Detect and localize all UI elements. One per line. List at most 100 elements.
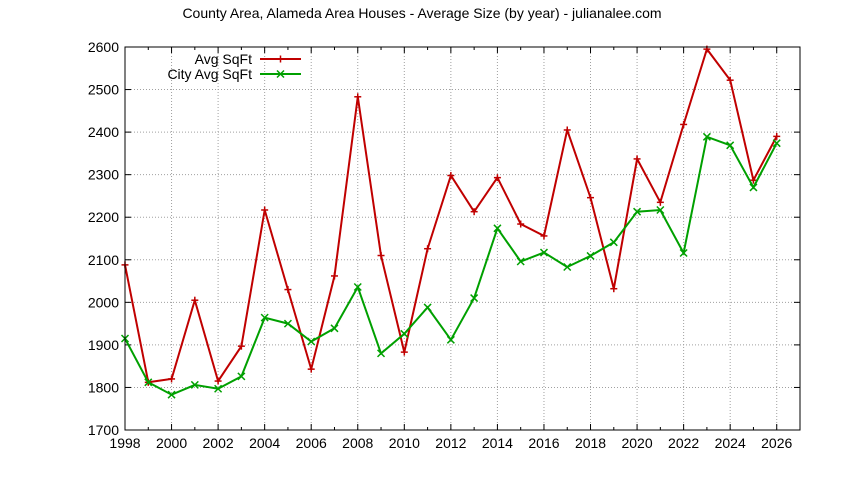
point-avg-sqft: [540, 232, 548, 240]
x-tick-label: 2022: [668, 435, 699, 451]
point-city-avg-sqft-d2: [516, 257, 525, 266]
point-city-avg-sqft: [190, 380, 199, 389]
point-city-avg-sqft: [283, 319, 292, 328]
point-city-avg-sqft: [470, 294, 479, 303]
point-city-avg-sqft-d2: [330, 324, 339, 333]
point-avg-sqft: [656, 198, 664, 206]
point-city-avg-sqft-d2: [167, 390, 176, 399]
point-city-avg-sqft: [563, 262, 572, 272]
point-city-avg-sqft: [609, 238, 618, 247]
point-city-avg-sqft-d2: [144, 378, 153, 387]
point-city-avg-sqft: [749, 183, 758, 192]
point-city-avg-sqft-d2: [772, 139, 781, 148]
point-city-avg-sqft: [586, 251, 595, 260]
x-tick-label: 2020: [621, 435, 652, 451]
point-avg-sqft: [284, 286, 292, 294]
point-avg-sqft: [237, 342, 245, 350]
point-city-avg-sqft: [330, 324, 339, 333]
x-tick-label: 2010: [389, 435, 420, 451]
point-avg-sqft: [470, 208, 478, 216]
x-tick-label: 2014: [482, 435, 513, 451]
x-tick-label: 2024: [715, 435, 746, 451]
point-city-avg-sqft-d2: [702, 132, 711, 141]
legend-marker-avg-sqft: [277, 55, 284, 63]
series-city-avg-sqft: [120, 132, 781, 399]
point-avg-sqft: [633, 155, 641, 163]
point-city-avg-sqft: [423, 303, 432, 312]
point-city-avg-sqft-d2: [446, 335, 455, 344]
point-city-avg-sqft-d2: [470, 294, 479, 303]
point-avg-sqft: [563, 126, 571, 134]
point-city-avg-sqft-d2: [190, 380, 199, 389]
x-tick-label: 2026: [761, 435, 792, 451]
point-city-avg-sqft-d2: [214, 384, 223, 393]
point-avg-sqft: [377, 252, 385, 260]
point-city-avg-sqft-d2: [563, 262, 572, 272]
point-city-avg-sqft-d2: [307, 337, 316, 346]
point-city-avg-sqft-d2: [423, 303, 432, 312]
x-tick-label: 2000: [156, 435, 187, 451]
point-avg-sqft: [307, 365, 315, 373]
x-tick-label: 1998: [109, 435, 140, 451]
legend-label-city-avg-sqft: City Avg SqFt: [167, 66, 252, 82]
legend-marker-city-avg-sqft-d2: [276, 69, 285, 79]
point-avg-sqft: [493, 174, 501, 182]
point-city-avg-sqft: [377, 349, 386, 358]
point-city-avg-sqft-d2: [679, 248, 688, 257]
point-avg-sqft: [517, 220, 525, 228]
point-city-avg-sqft: [656, 205, 665, 215]
point-avg-sqft: [610, 285, 618, 293]
x-tick-label: 2018: [575, 435, 606, 451]
point-city-avg-sqft-d2: [726, 141, 735, 150]
point-city-avg-sqft: [307, 337, 316, 346]
point-city-avg-sqft-d2: [260, 313, 269, 322]
point-city-avg-sqft-d2: [633, 207, 642, 216]
x-tick-label: 2008: [342, 435, 373, 451]
point-city-avg-sqft-d2: [656, 205, 665, 215]
point-avg-sqft: [214, 377, 222, 385]
point-avg-sqft: [726, 76, 734, 84]
y-tick-label: 2500: [88, 82, 119, 98]
point-city-avg-sqft-d2: [586, 251, 595, 260]
y-tick-label: 2600: [88, 39, 119, 55]
point-city-avg-sqft: [679, 248, 688, 257]
point-city-avg-sqft-d2: [493, 224, 502, 233]
legend-label-avg-sqft: Avg SqFt: [195, 51, 252, 67]
point-city-avg-sqft: [539, 248, 548, 257]
x-tick-label: 2012: [435, 435, 466, 451]
grid: [124, 46, 800, 431]
point-city-avg-sqft: [493, 224, 502, 233]
point-avg-sqft: [354, 93, 362, 101]
y-tick-label: 2200: [88, 209, 119, 225]
y-tick-label: 1900: [88, 337, 119, 353]
point-city-avg-sqft-d2: [749, 183, 758, 192]
x-tick-label: 2006: [296, 435, 327, 451]
y-tick-label: 1700: [88, 422, 119, 438]
point-avg-sqft: [680, 120, 688, 128]
point-city-avg-sqft: [260, 313, 269, 322]
point-city-avg-sqft-d2: [353, 282, 362, 292]
tick-labels: 1700 1800 1900 2000 2100 2200 2300 2400 2500 2600…: [88, 39, 793, 451]
point-city-avg-sqft: [237, 372, 246, 381]
x-tick-label: 2002: [203, 435, 234, 451]
point-avg-sqft: [191, 296, 199, 304]
point-city-avg-sqft: [167, 390, 176, 399]
point-city-avg-sqft: [214, 384, 223, 393]
point-city-avg-sqft-d2: [609, 238, 618, 247]
point-city-avg-sqft-d2: [377, 349, 386, 358]
point-city-avg-sqft: [702, 132, 711, 141]
y-tick-label: 2300: [88, 167, 119, 183]
point-city-avg-sqft: [633, 207, 642, 216]
plot-frame: [124, 46, 801, 431]
point-city-avg-sqft-d2: [283, 319, 292, 328]
point-avg-sqft: [749, 176, 757, 184]
point-avg-sqft: [168, 375, 176, 383]
point-avg-sqft: [261, 206, 269, 214]
y-tick-label: 2000: [88, 294, 119, 310]
point-avg-sqft: [400, 348, 408, 356]
point-city-avg-sqft: [144, 378, 153, 387]
x-tick-label: 2016: [528, 435, 559, 451]
point-avg-sqft: [330, 272, 338, 280]
